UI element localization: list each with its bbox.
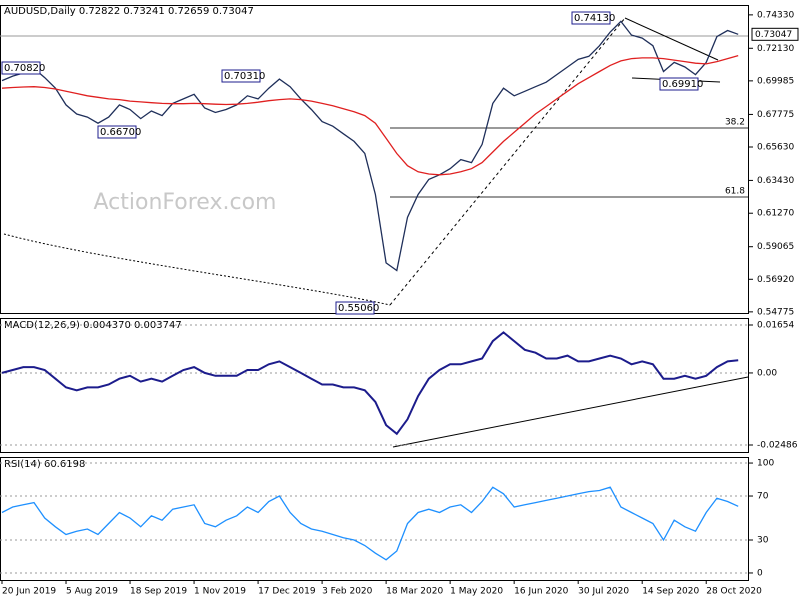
rsi-title: RSI(14) 60.6198 [4, 459, 85, 470]
y-tick-label: 0.00 [757, 368, 777, 378]
rsi-panel [0, 457, 749, 581]
x-tick-label: 1 Nov 2019 [194, 587, 246, 597]
y-tick-label: 70 [757, 492, 769, 502]
y-tick-label: 0 [757, 568, 763, 578]
series-line [1, 20, 739, 272]
macd-title: MACD(12,26,9) 0.004370 0.003747 [4, 320, 182, 331]
x-tick-label: 17 Dec 2019 [258, 587, 316, 597]
y-tick-label: 0.69985 [757, 76, 794, 86]
y-tick-label: 0.65630 [757, 143, 794, 153]
trendline [392, 376, 749, 448]
series-line [1, 331, 739, 436]
x-tick-label: 1 May 2020 [450, 587, 503, 597]
annotation: 0.69910 [662, 79, 703, 90]
x-tick-label: 18 Mar 2020 [386, 587, 443, 597]
annotation: 0.66700 [100, 127, 141, 138]
trendline [389, 17, 626, 306]
x-tick-label: 3 Feb 2020 [322, 587, 373, 597]
y-tick-label: 0.63430 [757, 176, 794, 186]
y-tick-label: 30 [757, 535, 769, 545]
x-tick-label: 20 Jun 2019 [2, 587, 56, 597]
y-tick-label: 0.56920 [757, 275, 794, 285]
annotation-box [659, 77, 699, 91]
annotation-box [221, 69, 261, 83]
price-title: AUDUSD,Daily 0.72822 0.73241 0.72659 0.7… [4, 6, 254, 17]
y-tick-label: 0.59065 [757, 242, 794, 252]
annotation: 0.70820 [4, 63, 45, 74]
long-ma-sketch [3, 233, 391, 306]
fib-label: 38.2 [725, 118, 745, 128]
y-tick-label: 0.72130 [757, 44, 794, 54]
annotation-box [97, 125, 137, 139]
x-tick-label: 28 Oct 2020 [706, 587, 762, 597]
trendline [624, 17, 719, 61]
annotation: 0.74130 [574, 13, 615, 24]
watermark: ActionForex.com [94, 190, 277, 215]
last-price: 0.73047 [755, 30, 792, 40]
x-tick-label: 18 Sep 2019 [130, 587, 187, 597]
last-price-box [751, 27, 799, 41]
macd-panel [0, 318, 749, 453]
y-tick-label: 0.67775 [757, 110, 794, 120]
x-tick-label: 5 Aug 2019 [66, 587, 118, 597]
y-tick-label: 0.61270 [757, 209, 794, 219]
y-tick-label: -0.02486 [757, 440, 798, 450]
y-tick-label: 0.74330 [757, 10, 794, 20]
y-tick-label: 0.01654 [757, 321, 794, 331]
y-tick-label: 0.54775 [757, 307, 794, 317]
series-line [1, 486, 739, 561]
y-tick-label: 100 [757, 459, 774, 469]
x-tick-label: 30 Jul 2020 [578, 587, 629, 597]
x-tick-label: 16 Jun 2020 [514, 587, 568, 597]
annotation: 0.55060 [338, 303, 379, 314]
series-line [1, 54, 739, 176]
x-tick-label: 14 Sep 2020 [642, 587, 699, 597]
annotation: 0.70310 [224, 71, 265, 82]
fib-label: 61.8 [725, 187, 745, 197]
annotation-box [1, 61, 41, 75]
annotation-box [335, 301, 375, 315]
annotation-box [571, 11, 611, 25]
